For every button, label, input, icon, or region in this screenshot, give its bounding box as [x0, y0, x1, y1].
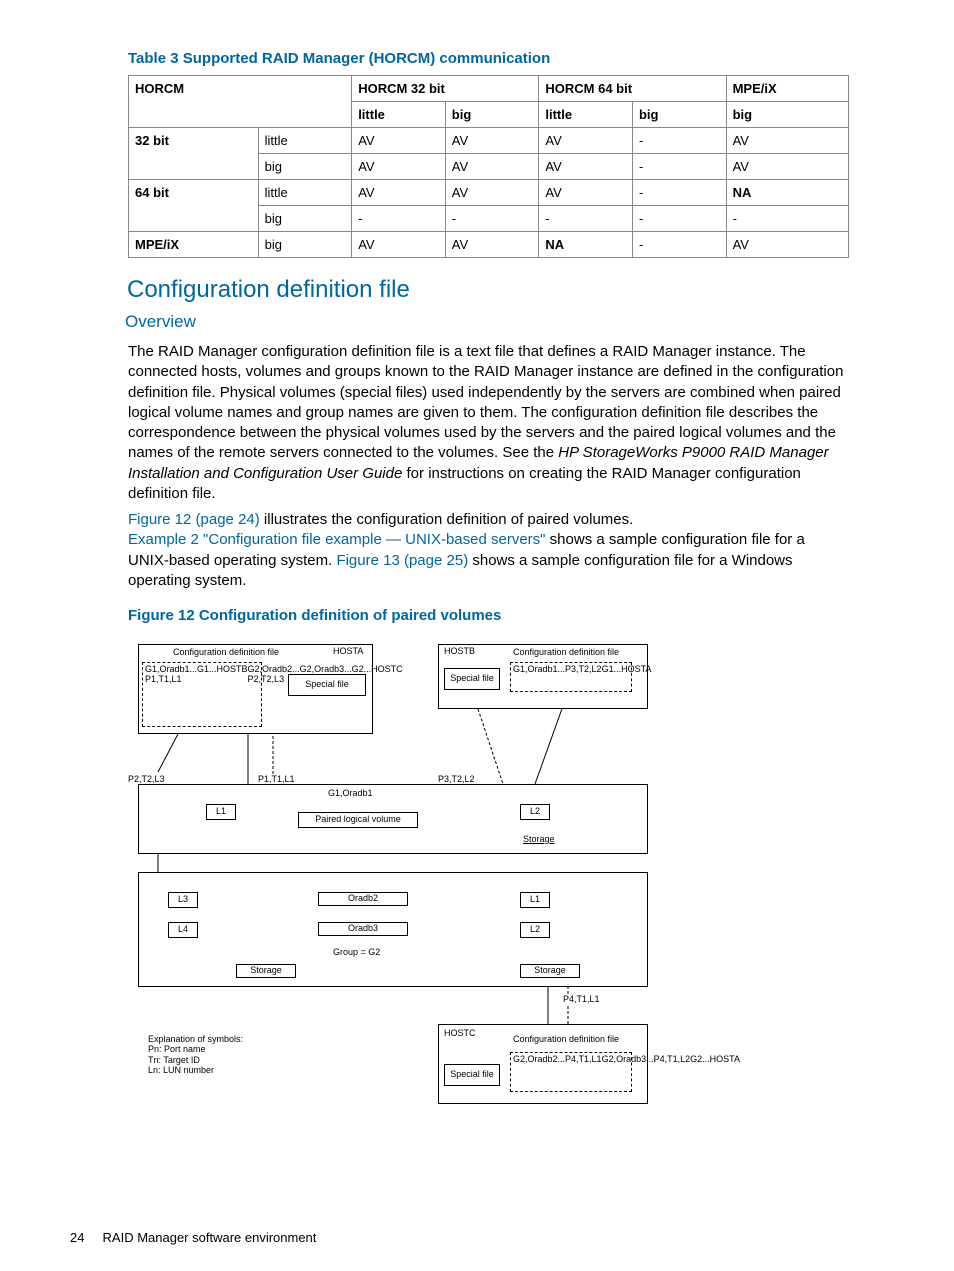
body-paragraph: The RAID Manager configuration definitio…: [128, 342, 849, 504]
diagram-text: P4,T1,L1: [563, 994, 600, 1004]
diagram-box: Oradb2: [318, 892, 408, 906]
page-footer: 24 RAID Manager software environment: [70, 1230, 316, 1245]
diagram-box: Special file: [444, 1064, 500, 1086]
diagram-box: Special file: [288, 674, 366, 696]
diagram-box: Oradb3: [318, 922, 408, 936]
diagram-text: Configuration definition file: [513, 1034, 619, 1044]
diagram-box: L3: [168, 892, 198, 908]
diagram-box: Storage: [520, 964, 580, 978]
comm-table: HORCMHORCM 32 bitHORCM 64 bitMPE/iXlittl…: [128, 75, 849, 258]
diagram-box: G1,Oradb1...P3,T2,L2G1...HOSTA: [510, 662, 632, 692]
xref-link[interactable]: Example 2 "Configuration file example — …: [128, 531, 546, 548]
diagram-text: G1,Oradb1: [328, 788, 373, 798]
subsection-heading: Overview: [125, 312, 849, 332]
diagram-text: P1,T1,L1: [258, 774, 295, 784]
diagram-text: HOSTA: [333, 646, 363, 656]
diagram-box: G1,Oradb1... P1,T1,L1G1...HOSTBG2,Oradb2…: [142, 662, 262, 727]
diagram-text: HOSTB: [444, 646, 475, 656]
table-caption: Table 3 Supported RAID Manager (HORCM) c…: [128, 50, 849, 67]
diagram-box: Special file: [444, 668, 500, 690]
diagram-box: Paired logical volume: [298, 812, 418, 828]
config-diagram: HOSTA Configuration definition file G1,Ora…: [128, 634, 658, 1134]
diagram-text: Storage: [523, 834, 555, 844]
xref-link[interactable]: Figure 13 (page 25): [336, 552, 468, 569]
diagram-text: Explanation of symbols:Pn: Port nameTn: …: [148, 1034, 243, 1075]
diagram-text: Configuration definition file: [173, 647, 279, 657]
footer-text: RAID Manager software environment: [103, 1230, 317, 1245]
xref-link[interactable]: Figure 12 (page 24): [128, 511, 260, 528]
diagram-box: Storage: [236, 964, 296, 978]
diagram-box: L1: [206, 804, 236, 820]
diagram-text: Configuration definition file: [513, 647, 619, 657]
body-paragraph: Figure 12 (page 24) illustrates the conf…: [128, 510, 849, 591]
diagram-text: HOSTC: [444, 1028, 476, 1038]
diagram-box: L2: [520, 922, 550, 938]
diagram-text: P3,T2,L2: [438, 774, 475, 784]
diagram-box: L1: [520, 892, 550, 908]
figure-caption: Figure 12 Configuration definition of pa…: [128, 607, 849, 624]
page-number: 24: [70, 1230, 84, 1245]
diagram-text: Group = G2: [333, 947, 380, 957]
diagram-text: P2,T2,L3: [128, 774, 165, 784]
diagram-box: L2: [520, 804, 550, 820]
section-heading: Configuration definition file: [127, 276, 849, 304]
diagram-box: L4: [168, 922, 198, 938]
body-text: illustrates the configuration definition…: [264, 511, 633, 528]
diagram-box: G2,Oradb2...P4,T1,L1G2,Oradb3...P4,T1,L2…: [510, 1052, 632, 1092]
